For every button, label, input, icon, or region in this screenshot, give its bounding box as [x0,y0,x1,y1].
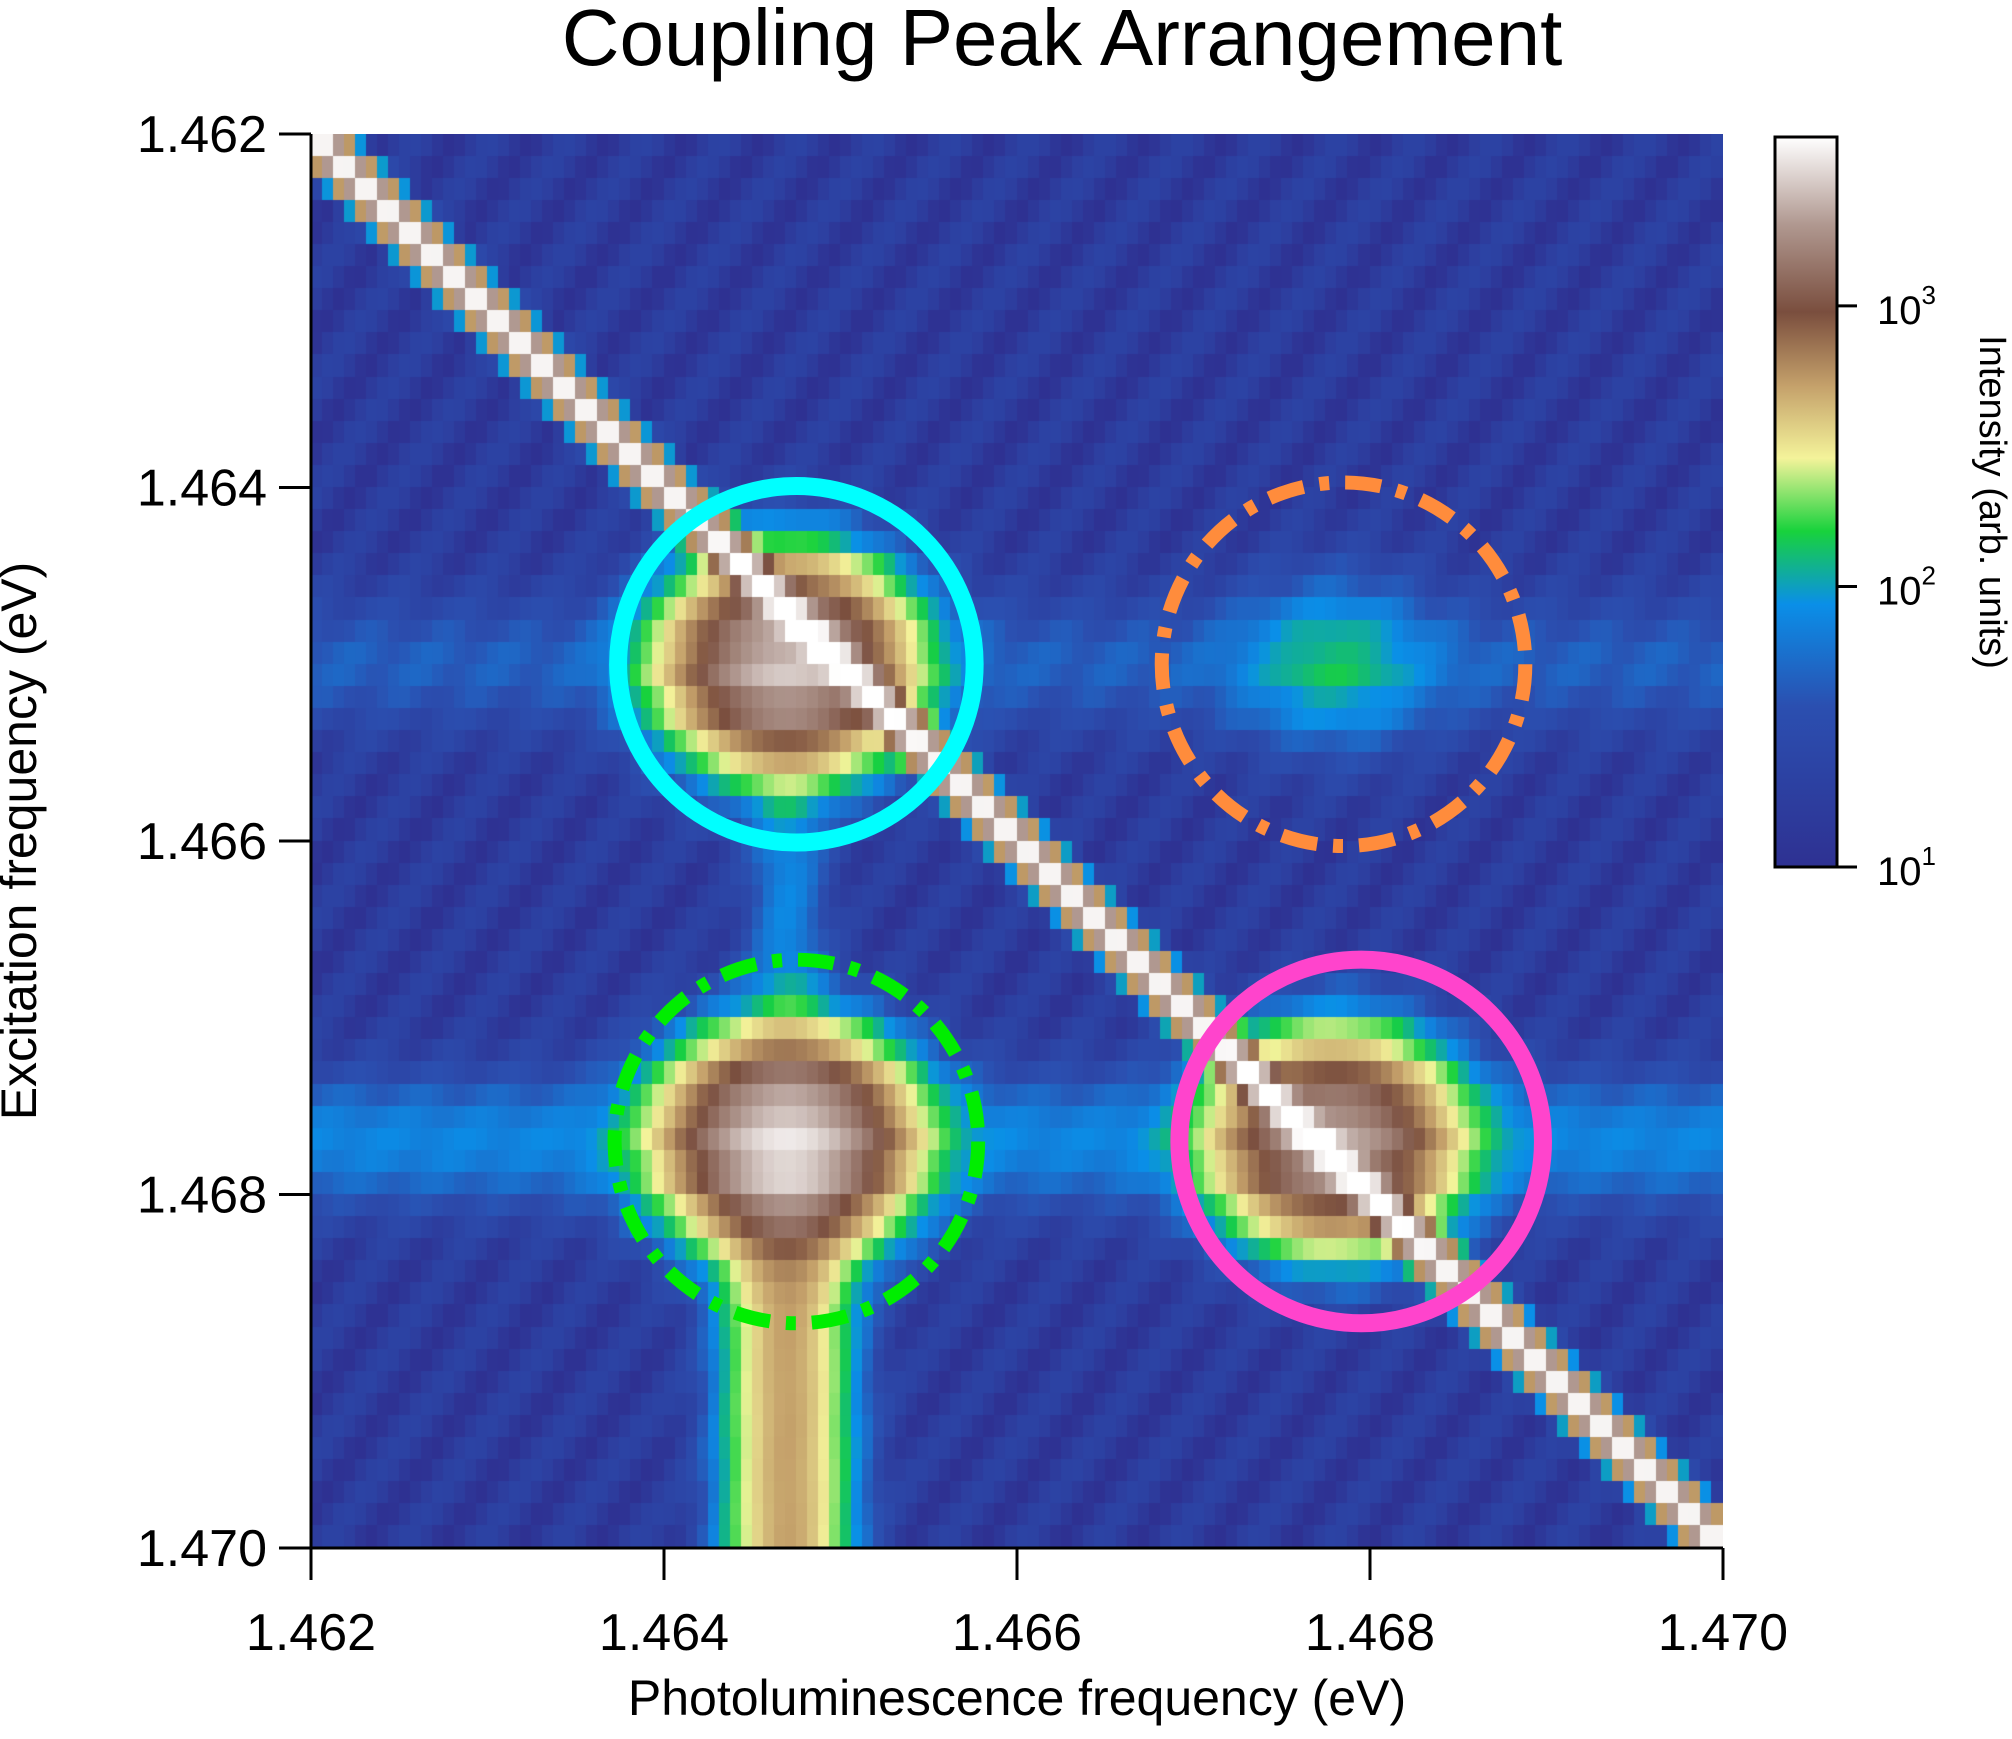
y-tick-label: 1.466 [137,813,267,871]
y-tick-label: 1.468 [137,1167,267,1225]
plot-area [311,134,1723,1548]
orange-dashed-circle [1154,475,1533,854]
x-tick-label: 1.464 [599,1604,729,1662]
y-tick-label: 1.470 [137,1520,267,1578]
x-tick-label: 1.462 [246,1604,376,1662]
colorbar: 101 102 103 Intensity (arb. units) [1773,135,2012,894]
cyan-circle [609,476,984,852]
axes: 1.462 1.464 1.466 1.468 1.470 1.462 1.464 1.46… [137,106,1788,1662]
chart-title: Coupling Peak Arrangement [562,0,1563,82]
y-axis-label: Excitation frequency (eV) [0,562,47,1121]
magenta-circle [1170,950,1552,1333]
x-tick-label: 1.470 [1658,1604,1788,1662]
colorbar-tick-label: 101 [1877,841,1936,894]
colorbar-tick-label: 102 [1877,560,1936,613]
colorbar-label: Intensity (arb. units) [1971,335,2012,669]
x-tick-label: 1.466 [952,1604,1082,1662]
colorbar-tick-label: 103 [1877,280,1936,333]
green-dashed-circle [607,952,986,1331]
x-tick-label: 1.468 [1305,1604,1435,1662]
x-axis-label: Photoluminescence frequency (eV) [628,1670,1406,1726]
y-tick-label: 1.464 [137,460,267,518]
y-tick-label: 1.462 [137,106,267,164]
heatmap-image [311,134,1723,1548]
